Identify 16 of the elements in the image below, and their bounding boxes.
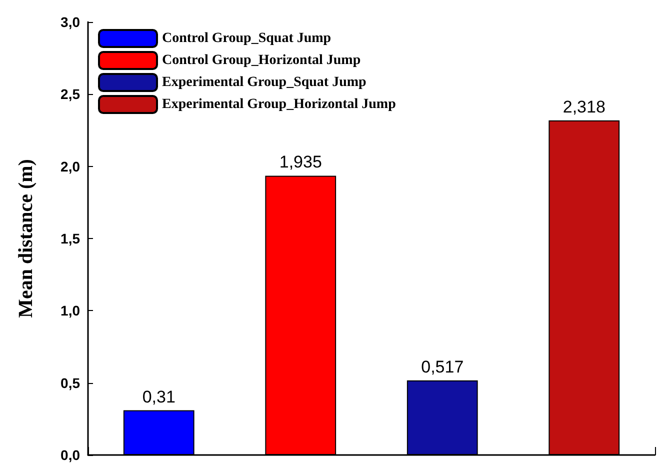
legend-label: Control Group_Squat Jump: [162, 31, 332, 46]
data-label: 0,31: [142, 387, 176, 406]
y-tick-label: 2,0: [60, 158, 80, 174]
legend-label: Experimental Group_Horizontal Jump: [162, 97, 396, 112]
y-tick-label: 1,0: [60, 302, 80, 319]
legend-label: Control Group_Horizontal Jump: [162, 53, 361, 68]
y-tick-label: 0,5: [60, 374, 80, 391]
y-axis-title: Mean distance (m): [15, 159, 37, 318]
data-label: 1,935: [279, 152, 322, 172]
data-label: 2,318: [562, 97, 606, 116]
y-tick-label: 2,5: [60, 86, 80, 102]
data-label: 0,517: [421, 357, 464, 376]
y-tick-label: 0,0: [60, 447, 80, 463]
y-tick-label: 1,5: [60, 230, 80, 246]
legend-label: Experimental Group_Squat Jump: [162, 75, 367, 90]
y-tick-label: 3,0: [60, 14, 80, 30]
